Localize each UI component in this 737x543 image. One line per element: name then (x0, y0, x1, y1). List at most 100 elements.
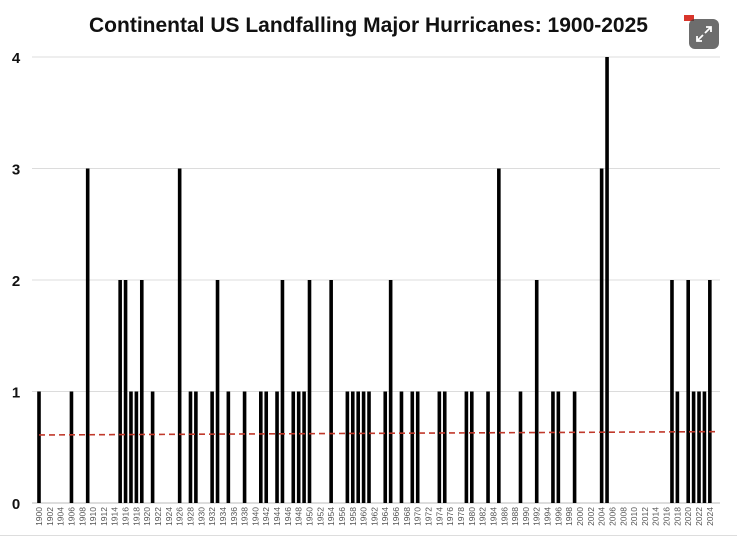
bar-1935 (226, 391, 231, 503)
bar-1960 (361, 391, 366, 503)
x-tick-label: 2024 (705, 507, 715, 526)
x-tick-label: 1956 (337, 507, 347, 526)
x-tick-label: 2022 (694, 507, 704, 526)
x-tick-label: 1992 (532, 507, 542, 526)
x-tick-label: 2020 (683, 507, 693, 526)
logo-mark (684, 15, 694, 21)
x-tick-label: 1900 (34, 507, 44, 526)
bar-1965 (388, 280, 393, 503)
bar-1983 (486, 391, 490, 503)
x-tick-label: 1954 (326, 507, 336, 526)
expand-button[interactable] (689, 19, 719, 49)
x-tick-label: 1926 (175, 507, 185, 526)
y-tick-label: 3 (12, 162, 20, 179)
x-tick-label: 1906 (66, 507, 76, 526)
bar-1959 (356, 391, 360, 503)
x-tick-label: 1994 (543, 507, 553, 526)
x-tick-label: 1914 (110, 507, 120, 526)
chart-title: Continental US Landfalling Major Hurrica… (89, 14, 648, 37)
x-tick-label: 1908 (77, 507, 87, 526)
x-tick-label: 1946 (283, 507, 293, 526)
x-tick-label: 1940 (250, 507, 260, 526)
x-tick-label: 2008 (618, 507, 628, 526)
bar-1929 (194, 391, 198, 503)
bar-1909 (85, 168, 90, 503)
bar-1985 (497, 168, 501, 503)
x-tick-label: 2010 (629, 507, 639, 526)
trend-line (38, 430, 718, 436)
x-tick-label: 2006 (607, 507, 617, 526)
x-tick-label: 1976 (445, 507, 455, 526)
bar-2024 (708, 280, 712, 503)
bar-2020 (686, 280, 690, 503)
bar-1916 (123, 280, 128, 503)
x-tick-label: 1996 (553, 507, 563, 526)
x-tick-label: 1944 (272, 507, 282, 526)
x-tick-label: 2000 (575, 507, 585, 526)
bar-1941 (259, 391, 263, 503)
x-tick-label: 2004 (597, 507, 607, 526)
bar-1975 (442, 391, 447, 503)
bar-1995 (551, 391, 555, 503)
x-tick-label: 1904 (56, 507, 66, 526)
bar-1938 (242, 391, 247, 503)
x-tick-label: 1938 (240, 507, 250, 526)
x-tick-label: 1970 (413, 507, 423, 526)
bar-2022 (697, 391, 701, 503)
x-tick-label: 1922 (153, 507, 163, 526)
x-tick-label: 2018 (672, 507, 682, 526)
y-tick-label: 2 (12, 273, 20, 290)
x-tick-label: 1912 (99, 507, 109, 526)
x-tick-label: 1986 (499, 507, 509, 526)
bar-1950 (307, 280, 312, 503)
y-tick-label: 1 (12, 385, 20, 402)
x-tick-label: 1936 (229, 507, 239, 526)
bar-2018 (675, 391, 680, 503)
x-tick-label: 1920 (142, 507, 152, 526)
x-tick-label: 1902 (45, 507, 55, 526)
x-tick-label: 1924 (164, 507, 174, 526)
bar-1932 (210, 391, 214, 503)
bar-1969 (410, 391, 415, 503)
bar-1957 (345, 391, 350, 503)
bar-1944 (275, 391, 279, 503)
bar-2017 (670, 280, 674, 503)
x-tick-label: 1928 (185, 507, 195, 526)
x-tick-label: 2002 (586, 507, 596, 526)
bar-1906 (69, 391, 74, 503)
bar-1917 (129, 391, 133, 503)
bar-1918 (134, 391, 139, 503)
bar-1970 (415, 391, 420, 503)
x-tick-label: 1968 (402, 507, 412, 526)
bar-1996 (556, 391, 561, 503)
expand-arrows-icon (696, 26, 712, 42)
x-tick-label: 1984 (488, 507, 498, 526)
bar-1942 (264, 391, 269, 503)
bar-1974 (437, 391, 442, 503)
bar-2021 (691, 391, 696, 503)
x-tick-label: 2012 (640, 507, 650, 526)
bar-1926 (177, 168, 182, 503)
x-tick-label: 1952 (315, 507, 325, 526)
x-tick-label: 1960 (359, 507, 369, 526)
x-tick-label: 1964 (380, 507, 390, 526)
bar-1921 (150, 391, 155, 503)
y-tick-label: 0 (12, 496, 20, 513)
bar-1948 (296, 391, 301, 503)
bar-1980 (470, 391, 474, 503)
bar-1928 (188, 391, 193, 503)
bar-1964 (383, 391, 388, 503)
x-tick-label: 1990 (521, 507, 531, 526)
x-tick-label: 1950 (305, 507, 315, 526)
x-tick-label: 1948 (294, 507, 304, 526)
x-tick-label: 1934 (218, 507, 228, 526)
bar-1919 (139, 280, 144, 503)
bar-1947 (291, 391, 296, 503)
x-tick-label: 1998 (564, 507, 574, 526)
bar-1949 (302, 391, 306, 503)
bar-1961 (367, 391, 371, 503)
x-tick-label: 2016 (662, 507, 672, 526)
x-tick-label: 1910 (88, 507, 98, 526)
x-tick-label: 1916 (121, 507, 131, 526)
